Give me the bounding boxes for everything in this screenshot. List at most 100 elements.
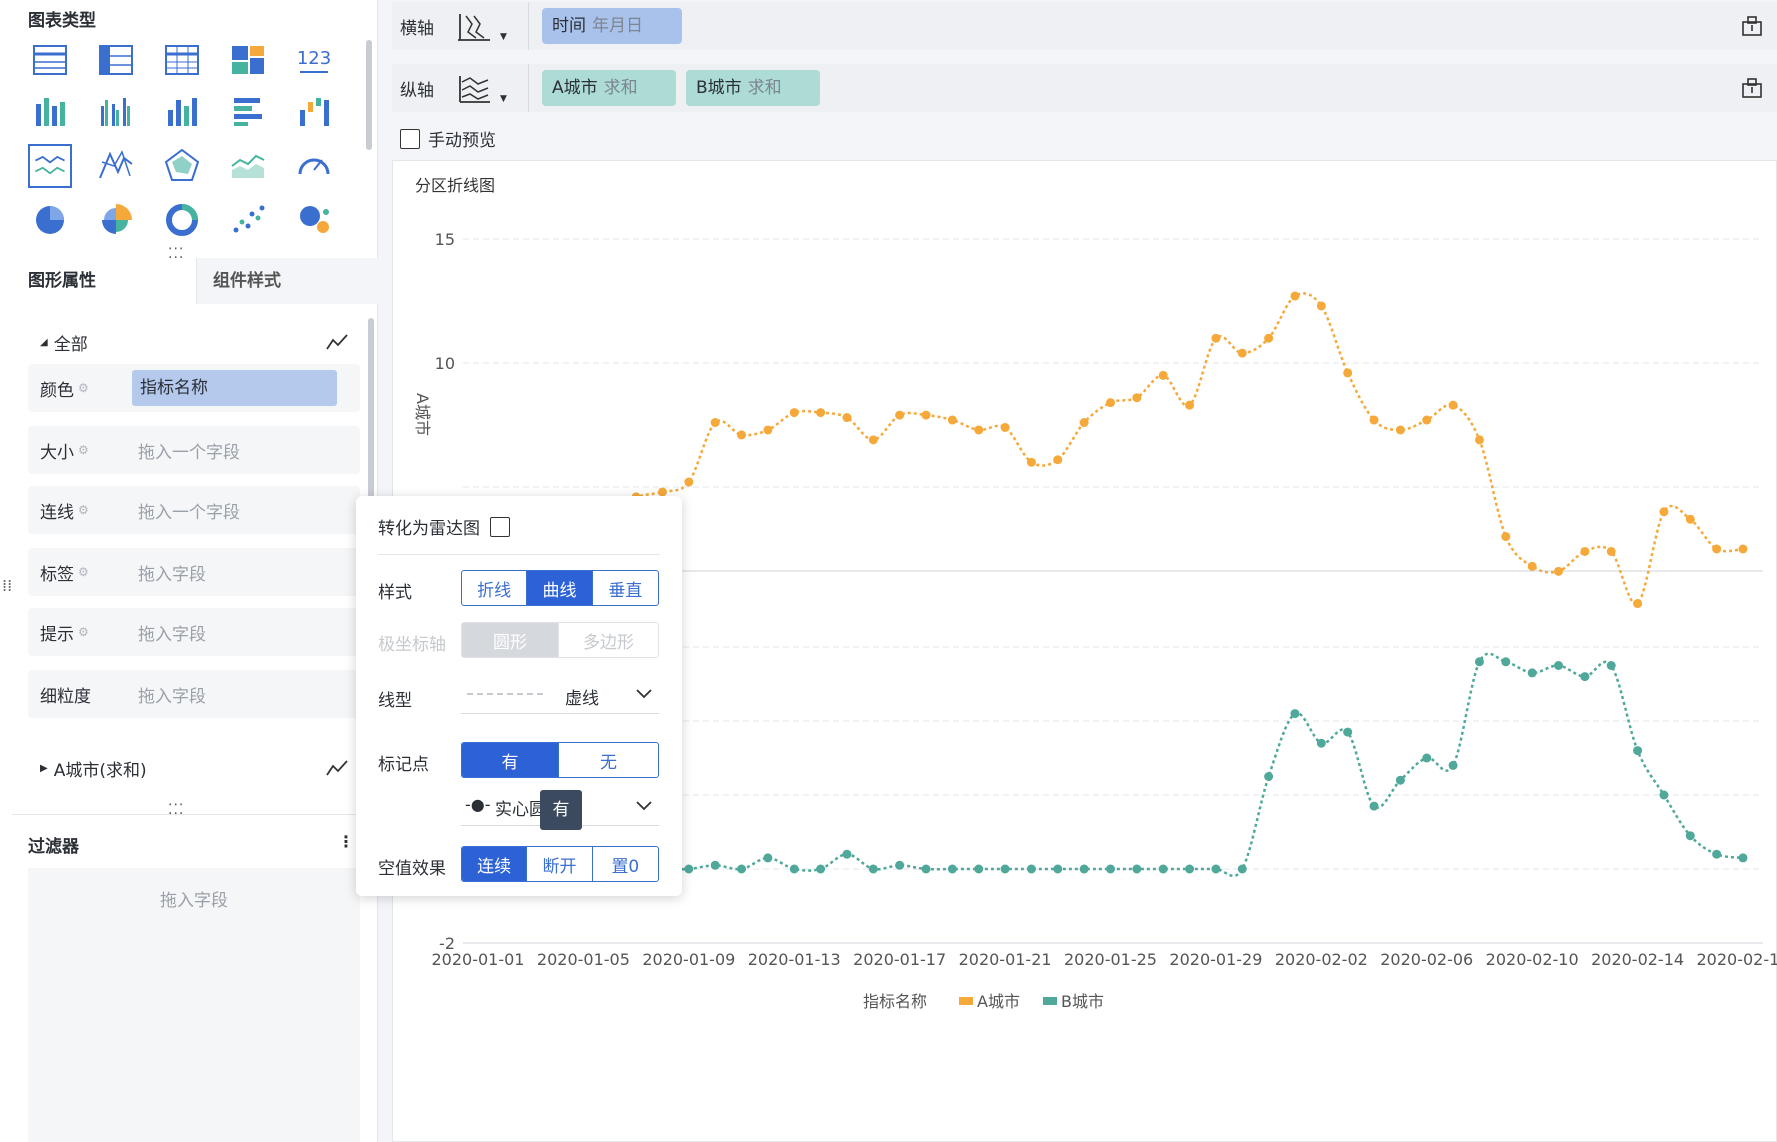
data-point-b-city xyxy=(1606,661,1616,670)
x-tick-label: 2020-01-29 xyxy=(1169,950,1262,969)
tab-graph-props[interactable]: 图形属性 xyxy=(12,258,196,304)
manual-preview[interactable]: 手动预览 xyxy=(400,126,496,151)
null-option-break[interactable]: 断开 xyxy=(527,847,593,881)
data-point-a-city xyxy=(1580,546,1590,556)
data-point-a-city xyxy=(1685,514,1695,524)
property-row[interactable]: 标签 ⚙ 拖入字段 xyxy=(28,548,360,596)
tab-component-style[interactable]: 组件样式 xyxy=(196,258,378,304)
resize-handle-bottom[interactable]: ⁚⁚⁚ xyxy=(168,802,185,818)
null-effect-label: 空值效果 xyxy=(378,859,446,879)
group-a-city[interactable]: ▶ A城市(求和) xyxy=(28,744,360,792)
shelf-divider xyxy=(528,64,529,112)
gear-icon[interactable]: ⚙ xyxy=(78,381,89,395)
bubble-icon[interactable] xyxy=(292,198,336,242)
gear-icon[interactable]: ⚙ xyxy=(78,443,89,457)
marker-option-off[interactable]: 无 xyxy=(600,752,617,773)
data-point-a-city xyxy=(895,410,905,420)
x-tick-label: 2020-01-17 xyxy=(853,950,946,969)
pie-icon[interactable] xyxy=(28,198,72,242)
color-field-pill[interactable]: 指标名称 xyxy=(132,370,337,406)
data-point-b-city xyxy=(1316,738,1326,748)
group-all[interactable]: ◢ 全部 xyxy=(28,318,360,366)
filter-dropzone[interactable]: 拖入字段 xyxy=(28,868,360,1142)
more-icon[interactable]: ⋮ xyxy=(338,832,354,851)
x-field-pill[interactable]: 时间 年月日 xyxy=(542,8,682,44)
data-point-a-city xyxy=(816,408,826,418)
data-point-b-city xyxy=(1026,864,1036,874)
panel-drag-handle[interactable]: ⁞⁞ xyxy=(2,576,13,595)
property-row[interactable]: 连线 ⚙ 拖入一个字段 xyxy=(28,486,360,534)
x-axis-shelf: 横轴 ▼ 时间 年月日 xyxy=(392,2,1777,50)
y-field-pill-b[interactable]: B城市 求和 xyxy=(686,70,820,106)
gear-icon[interactable]: ⚙ xyxy=(78,625,89,639)
horizontal-bar-icon[interactable] xyxy=(226,90,270,134)
radar-line-icon[interactable] xyxy=(94,144,138,188)
property-scrollbar[interactable] xyxy=(368,318,374,498)
data-point-a-city xyxy=(1659,507,1669,517)
x-axis-caret-icon[interactable]: ▼ xyxy=(500,32,507,42)
x-field-name: 时间 xyxy=(552,16,586,36)
table-icon[interactable] xyxy=(28,38,72,82)
pivot-table-icon[interactable] xyxy=(94,38,138,82)
y-axis-label: A城市 xyxy=(413,393,432,436)
y-axis-shelf: 纵轴 ▼ A城市 求和 B城市 求和 xyxy=(392,64,1777,112)
partition-line-icon[interactable] xyxy=(28,144,72,188)
style-option-polyline[interactable]: 折线 xyxy=(462,571,528,605)
line-type-select[interactable]: 虚线 xyxy=(461,674,659,714)
x-field-agg: 年月日 xyxy=(592,16,643,36)
data-point-b-city xyxy=(1633,746,1643,756)
null-option-zero[interactable]: 置0 xyxy=(611,856,640,877)
data-point-a-city xyxy=(1369,415,1379,425)
data-point-a-city xyxy=(947,415,957,425)
legend-swatch-a-city xyxy=(959,997,973,1005)
treemap-icon[interactable] xyxy=(226,38,270,82)
radar-checkbox[interactable] xyxy=(490,516,510,537)
data-point-a-city xyxy=(763,425,773,435)
gear-icon[interactable]: ⚙ xyxy=(78,503,89,517)
waterfall-icon[interactable] xyxy=(292,90,336,134)
svg-text:123: 123 xyxy=(297,48,331,69)
donut-icon[interactable] xyxy=(160,198,204,242)
x-axis-icon[interactable] xyxy=(454,10,494,44)
data-point-a-city xyxy=(1316,301,1326,311)
kpi-number-icon[interactable]: 123 xyxy=(292,38,336,82)
shelf-settings-icon[interactable] xyxy=(1741,15,1763,37)
marker-option-on[interactable]: 有 xyxy=(462,743,560,777)
radar-icon[interactable] xyxy=(160,144,204,188)
data-point-a-city xyxy=(1527,561,1537,571)
chart-type-scrollbar[interactable] xyxy=(366,40,372,150)
style-option-curve[interactable]: 曲线 xyxy=(527,571,593,605)
y-axis-icon[interactable] xyxy=(454,72,494,106)
y-axis-caret-icon[interactable]: ▼ xyxy=(500,94,507,104)
data-point-a-city xyxy=(710,418,720,428)
property-row[interactable]: 细粒度 拖入字段 xyxy=(28,670,360,718)
grouped-column-icon[interactable] xyxy=(94,90,138,134)
null-effect-segmented: 连续 断开 置0 xyxy=(461,846,659,882)
data-point-a-city xyxy=(842,413,852,423)
gear-icon[interactable]: ⚙ xyxy=(78,565,89,579)
polar-option-circle: 圆形 xyxy=(462,623,560,657)
radar-toggle[interactable]: 转化为雷达图 xyxy=(378,514,510,539)
scatter-icon[interactable] xyxy=(226,198,270,242)
detail-table-icon[interactable] xyxy=(160,38,204,82)
property-row[interactable]: 提示 ⚙ 拖入字段 xyxy=(28,608,360,656)
caret-right-icon: ▶ xyxy=(40,762,48,774)
style-option-vertical[interactable]: 垂直 xyxy=(608,580,643,601)
null-option-connect[interactable]: 连续 xyxy=(462,847,528,881)
manual-preview-checkbox[interactable] xyxy=(400,128,420,149)
marker-segmented: 有 无 xyxy=(461,742,659,778)
rose-pie-icon[interactable] xyxy=(94,198,138,242)
y-tick-label: 15 xyxy=(435,230,455,249)
property-row[interactable]: 颜色 ⚙ 指标名称 xyxy=(28,364,360,412)
gauge-icon[interactable] xyxy=(292,144,336,188)
property-row[interactable]: 大小 ⚙ 拖入一个字段 xyxy=(28,426,360,474)
filter-title: 过滤器 xyxy=(28,837,79,857)
column-icon[interactable] xyxy=(160,90,204,134)
stacked-bar-icon[interactable] xyxy=(28,90,72,134)
area-icon[interactable] xyxy=(226,144,270,188)
data-point-b-city xyxy=(1000,864,1010,874)
data-point-b-city xyxy=(1580,672,1590,682)
data-point-a-city xyxy=(1132,393,1142,403)
y-field-pill-a[interactable]: A城市 求和 xyxy=(542,70,676,106)
shelf-settings-icon[interactable] xyxy=(1741,77,1763,99)
